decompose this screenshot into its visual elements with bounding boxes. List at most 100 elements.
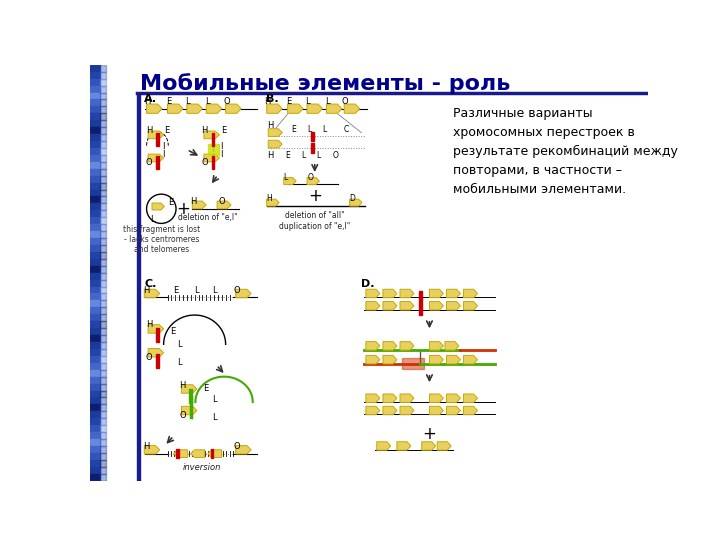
Bar bbox=[208, 144, 219, 155]
Bar bbox=[100, 72, 106, 79]
Text: E: E bbox=[222, 126, 227, 135]
Text: L: L bbox=[323, 125, 327, 134]
Polygon shape bbox=[437, 442, 451, 450]
Polygon shape bbox=[446, 289, 461, 298]
Bar bbox=[100, 273, 106, 280]
Text: C.: C. bbox=[144, 279, 157, 289]
Bar bbox=[90, 432, 100, 439]
Bar bbox=[90, 72, 100, 79]
Text: +: + bbox=[308, 187, 322, 205]
Bar bbox=[90, 404, 100, 411]
Bar bbox=[90, 197, 100, 204]
Bar bbox=[100, 120, 106, 127]
Polygon shape bbox=[464, 394, 477, 402]
Bar bbox=[90, 321, 100, 328]
Bar bbox=[100, 321, 106, 328]
Text: H: H bbox=[264, 97, 271, 106]
Polygon shape bbox=[235, 289, 251, 298]
Bar bbox=[100, 418, 106, 425]
Polygon shape bbox=[181, 384, 197, 393]
Bar bbox=[100, 204, 106, 210]
Bar bbox=[90, 390, 100, 397]
Polygon shape bbox=[429, 301, 444, 310]
Bar bbox=[90, 99, 100, 106]
Bar bbox=[90, 168, 100, 176]
Bar bbox=[100, 245, 106, 252]
Text: L: L bbox=[305, 97, 310, 106]
Bar bbox=[90, 155, 100, 162]
Bar bbox=[90, 259, 100, 266]
Text: H: H bbox=[145, 126, 152, 135]
Bar bbox=[90, 294, 100, 300]
Polygon shape bbox=[400, 406, 414, 415]
Polygon shape bbox=[266, 199, 279, 206]
Text: E: E bbox=[285, 151, 290, 160]
Polygon shape bbox=[269, 129, 282, 137]
Bar bbox=[189, 389, 192, 403]
Text: O: O bbox=[218, 197, 225, 206]
Bar bbox=[100, 287, 106, 294]
Bar bbox=[100, 113, 106, 120]
Bar bbox=[90, 127, 100, 134]
Polygon shape bbox=[344, 104, 360, 113]
Bar bbox=[311, 143, 314, 153]
Bar bbox=[100, 183, 106, 190]
Bar bbox=[90, 211, 100, 217]
Text: I: I bbox=[163, 150, 165, 159]
Bar bbox=[90, 224, 100, 231]
Text: H: H bbox=[143, 286, 150, 295]
Polygon shape bbox=[191, 450, 204, 457]
Bar bbox=[100, 231, 106, 238]
Bar bbox=[90, 307, 100, 314]
Bar bbox=[212, 133, 215, 146]
Text: O: O bbox=[342, 97, 348, 106]
Text: B.: B. bbox=[266, 93, 279, 104]
Bar bbox=[419, 304, 421, 315]
Bar bbox=[156, 354, 159, 368]
Bar bbox=[100, 155, 106, 162]
Bar bbox=[100, 342, 106, 349]
Text: E: E bbox=[204, 384, 209, 394]
Bar bbox=[90, 481, 100, 488]
Polygon shape bbox=[307, 104, 323, 113]
Text: O: O bbox=[145, 158, 153, 167]
Text: O: O bbox=[333, 151, 338, 160]
Polygon shape bbox=[266, 104, 282, 113]
Polygon shape bbox=[204, 131, 220, 139]
Text: I: I bbox=[163, 142, 165, 151]
Bar bbox=[100, 460, 106, 467]
Polygon shape bbox=[464, 355, 477, 364]
Bar bbox=[90, 425, 100, 432]
Text: Различные варианты
хромосомных перестроек в
результате рекомбинаций между
повтор: Различные варианты хромосомных перестрое… bbox=[453, 107, 678, 196]
Bar bbox=[100, 411, 106, 418]
Polygon shape bbox=[148, 131, 163, 139]
Text: E: E bbox=[164, 126, 169, 135]
Bar bbox=[90, 183, 100, 190]
Polygon shape bbox=[284, 178, 296, 185]
Bar bbox=[90, 363, 100, 370]
Polygon shape bbox=[397, 442, 411, 450]
Polygon shape bbox=[383, 289, 397, 298]
Bar bbox=[100, 328, 106, 335]
Bar bbox=[90, 231, 100, 238]
Bar bbox=[90, 328, 100, 335]
Text: H: H bbox=[266, 194, 272, 203]
Bar bbox=[100, 439, 106, 446]
Polygon shape bbox=[429, 406, 444, 415]
Bar bbox=[100, 224, 106, 231]
Bar bbox=[90, 162, 100, 168]
Polygon shape bbox=[148, 325, 163, 333]
Bar bbox=[90, 148, 100, 155]
Polygon shape bbox=[366, 289, 380, 298]
Text: O: O bbox=[145, 353, 153, 362]
Polygon shape bbox=[174, 450, 188, 457]
Bar bbox=[100, 190, 106, 197]
Polygon shape bbox=[366, 394, 380, 402]
Bar bbox=[137, 92, 140, 481]
Bar bbox=[90, 85, 100, 92]
Bar bbox=[100, 217, 106, 224]
Bar bbox=[100, 134, 106, 141]
Text: L: L bbox=[177, 359, 181, 367]
Bar bbox=[90, 280, 100, 287]
Bar bbox=[90, 397, 100, 404]
